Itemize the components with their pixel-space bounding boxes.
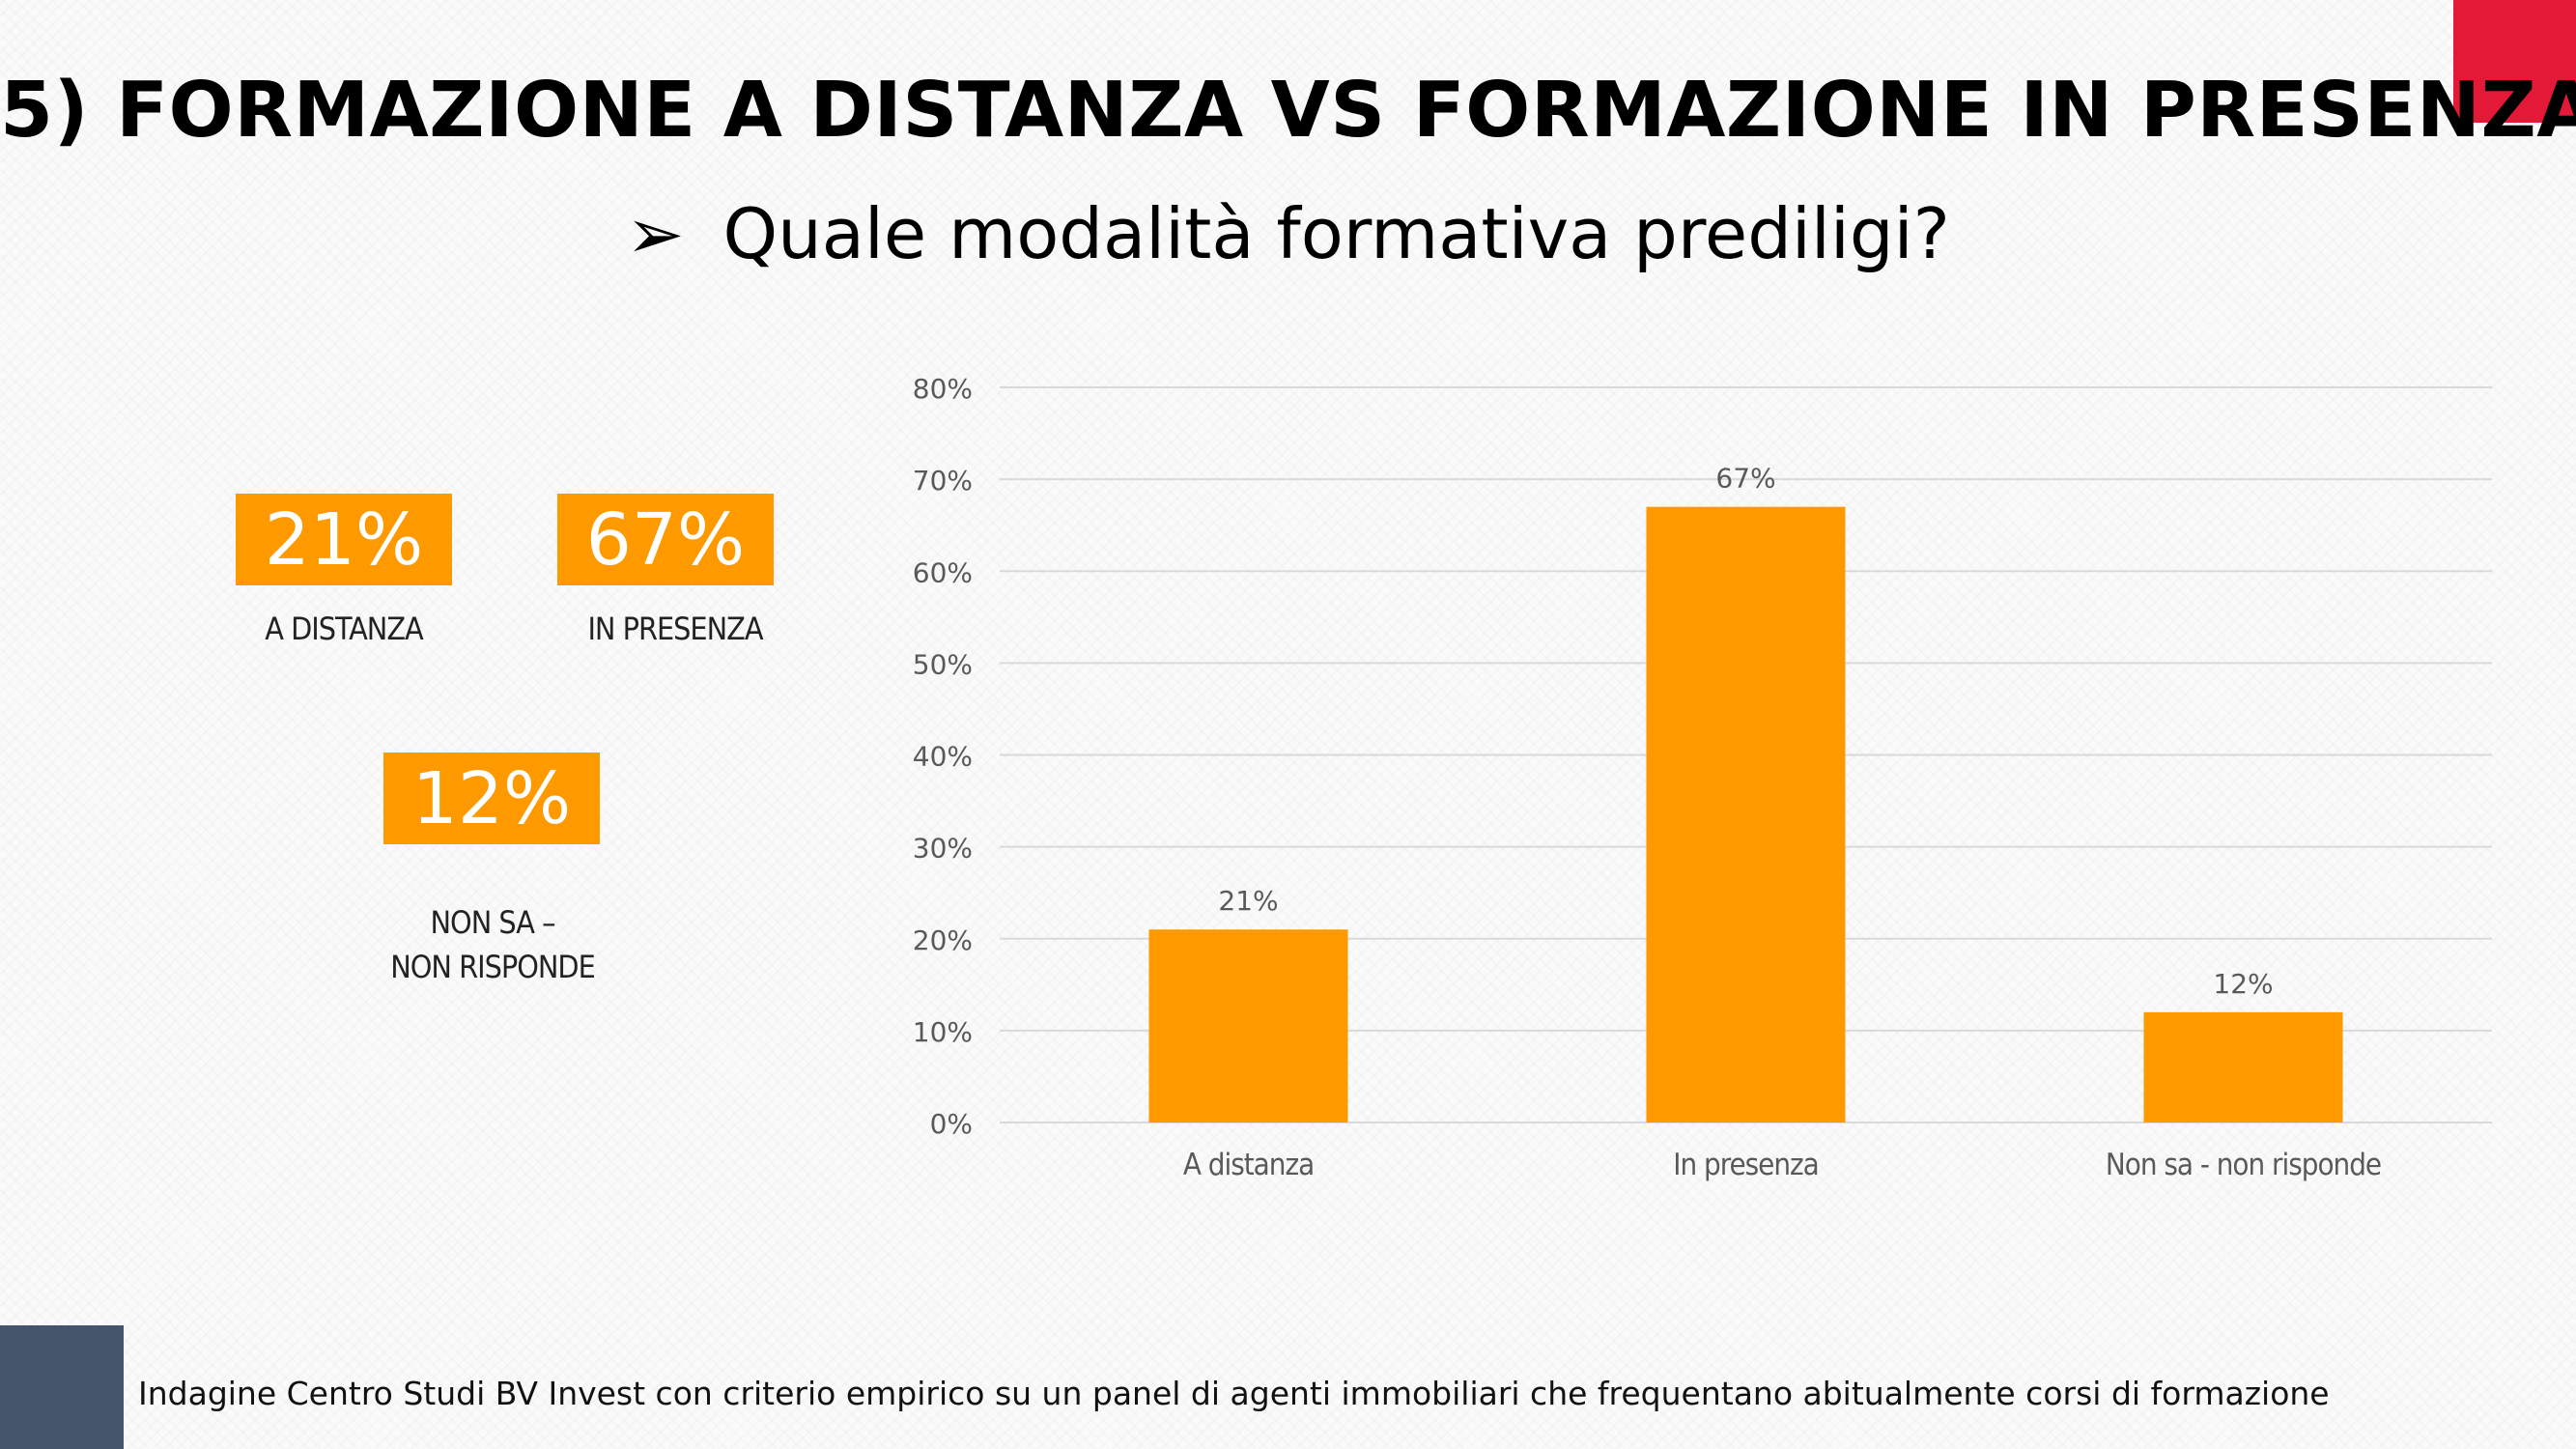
footnote: Indagine Centro Studi BV Invest con crit… [138, 1375, 2330, 1412]
bar [2143, 1011, 2343, 1122]
navy-corner-accent [0, 1325, 124, 1449]
stat-label-non-sa-line1: NON SA – [430, 904, 556, 941]
bar [1646, 506, 1846, 1122]
arrow-bullet-icon: ➢ [626, 193, 685, 274]
slide-title: 5) FORMAZIONE A DISTANZA VS FORMAZIONE I… [0, 66, 2576, 155]
stat-box-non-sa: 12% [383, 753, 600, 844]
y-tick-label: 0% [930, 1108, 973, 1140]
stat-label-distanza: A DISTANZA [265, 611, 423, 647]
bar [1148, 929, 1348, 1122]
y-tick-label: 10% [913, 1016, 973, 1048]
stat-label-non-sa: NON SA – NON RISPONDE [348, 900, 637, 989]
y-tick-label: 30% [913, 833, 973, 865]
y-tick-label: 40% [913, 741, 973, 773]
y-tick-label: 50% [913, 648, 973, 680]
x-tick-label: Non sa - non risponde [2106, 1148, 2381, 1182]
y-tick-label: 80% [913, 373, 973, 405]
stat-label-non-sa-line2: NON RISPONDE [390, 949, 596, 985]
bar-data-label: 67% [1715, 463, 1775, 495]
stat-box-distanza: 21% [236, 494, 452, 585]
red-corner-accent [2453, 0, 2576, 123]
bar-data-label: 12% [2213, 968, 2273, 1000]
subtitle-question: Quale modalità formativa prediligi? [722, 193, 1950, 274]
x-tick-label: A distanza [1183, 1148, 1314, 1182]
y-tick-label: 20% [913, 924, 973, 956]
y-tick-label: 70% [913, 465, 973, 497]
bar-data-label: 21% [1218, 885, 1278, 917]
y-tick-label: 60% [913, 556, 973, 588]
slide-subtitle: ➢ Quale modalità formativa prediligi? [0, 193, 2576, 274]
stat-label-presenza: IN PRESENZA [587, 611, 763, 647]
stat-box-presenza: 67% [557, 494, 774, 585]
x-tick-label: In presenza [1673, 1148, 1819, 1182]
